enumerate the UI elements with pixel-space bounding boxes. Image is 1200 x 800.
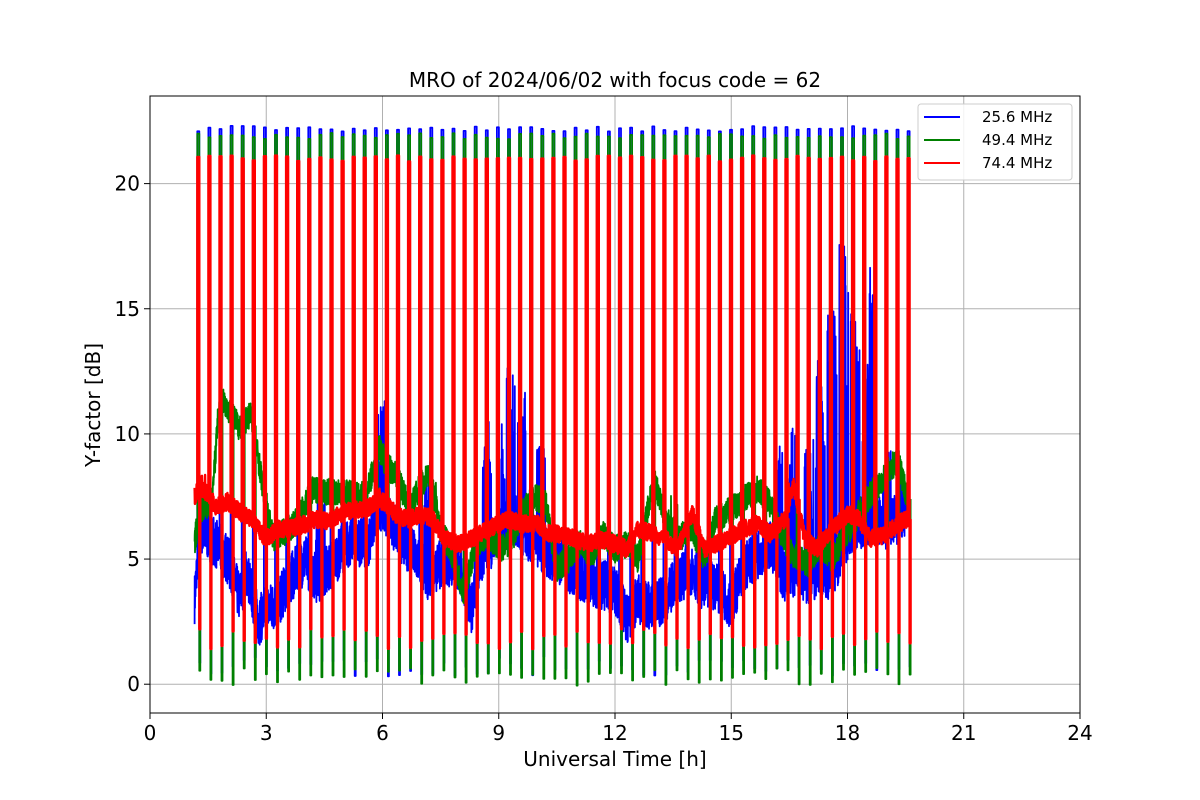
x-tick-label: 15 <box>719 721 744 745</box>
legend-box <box>917 103 1073 181</box>
y-tick-label: 20 <box>115 172 140 196</box>
legend-label-74-4mhz: 74.4 MHz <box>982 154 1052 172</box>
y-tick-label: 15 <box>115 297 140 321</box>
legend-label-25-6mhz: 25.6 MHz <box>982 108 1052 126</box>
x-tick-label: 0 <box>144 721 157 745</box>
legend-label-49-4mhz: 49.4 MHz <box>982 131 1052 149</box>
chart-title: MRO of 2024/06/02 with focus code = 62 <box>409 68 821 92</box>
y-tick-label: 0 <box>127 672 140 696</box>
series-line-74-4-mhz <box>193 154 912 651</box>
series-layer <box>193 125 912 687</box>
x-tick-label: 12 <box>602 721 627 745</box>
y-tick-label: 10 <box>115 422 140 446</box>
x-tick-label: 24 <box>1067 721 1092 745</box>
x-tick-label: 6 <box>376 721 389 745</box>
axis-ticks: 0 3 6 9 12 15 18 21 24 0 5 10 15 20 <box>115 172 1093 745</box>
x-tick-label: 9 <box>492 721 505 745</box>
legend: 25.6 MHz 49.4 MHz 74.4 MHz <box>917 103 1073 181</box>
x-tick-label: 18 <box>835 721 860 745</box>
x-tick-label: 3 <box>260 721 273 745</box>
y-tick-label: 5 <box>127 547 140 571</box>
x-axis-label: Universal Time [h] <box>523 747 706 771</box>
x-tick-label: 21 <box>951 721 976 745</box>
y-axis-label: Y-factor [dB] <box>81 343 105 468</box>
